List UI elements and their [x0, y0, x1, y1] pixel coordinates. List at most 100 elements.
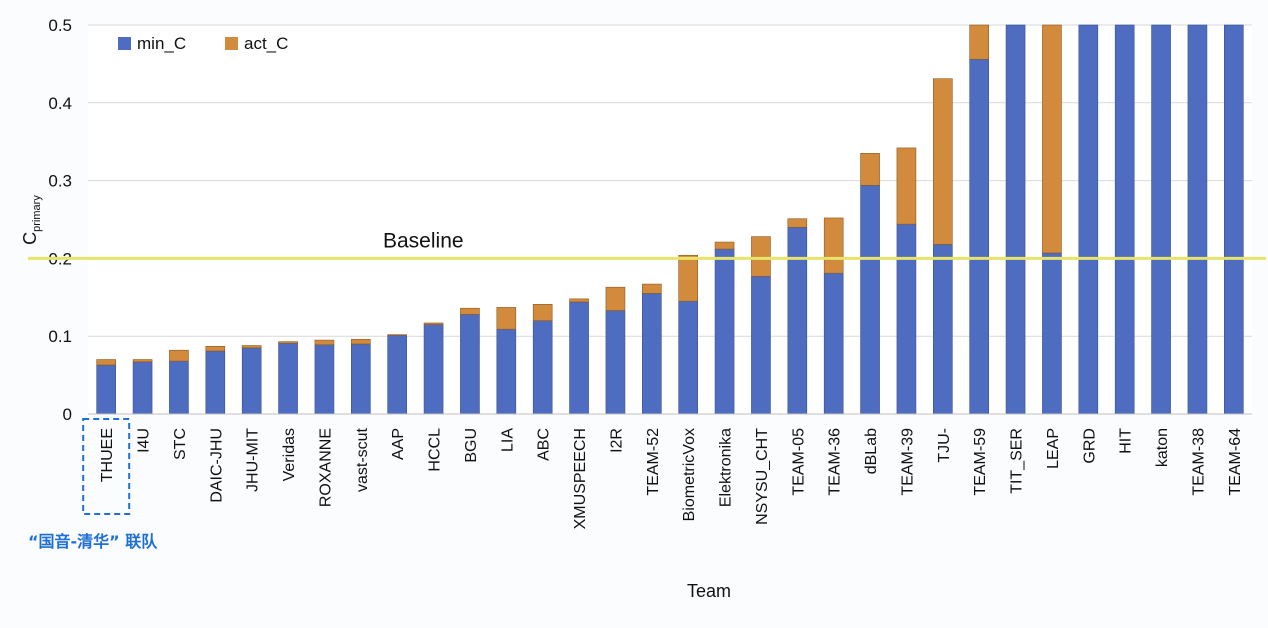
- bar-act-c: [169, 349, 189, 362]
- bar-min-c: [387, 335, 407, 415]
- bar-min-c: [751, 275, 771, 415]
- x-tick-label: TEAM-39: [899, 428, 916, 496]
- x-tick-label: TEAM-38: [1190, 428, 1207, 496]
- bar-act-c: [605, 286, 626, 311]
- bar-act-c: [532, 304, 553, 321]
- bar-min-c: [678, 300, 698, 415]
- bar-min-c: [460, 314, 480, 415]
- bar-min-c: [860, 184, 880, 415]
- x-tick-label: I2R: [608, 428, 625, 453]
- bar-min-c: [241, 347, 262, 415]
- bar-act-c: [241, 345, 262, 349]
- bar-min-c: [1114, 24, 1135, 415]
- bar-act-c: [569, 298, 589, 303]
- x-tick-label: STC: [172, 428, 189, 460]
- x-tick-label: LEAP: [1045, 428, 1062, 469]
- bar-act-c: [678, 254, 698, 302]
- bar-min-c: [933, 244, 953, 415]
- y-axis-title-main: C: [20, 232, 40, 245]
- x-tick-label: HCCL: [427, 428, 444, 472]
- bar-min-c: [1151, 24, 1171, 415]
- bar-act-c: [933, 78, 953, 245]
- x-tick-label: TIT_SER: [1009, 428, 1026, 494]
- x-tick-label: dBLab: [863, 428, 880, 474]
- bar-min-c: [605, 310, 626, 415]
- bar-act-c: [969, 24, 989, 60]
- bar-act-c: [751, 236, 771, 277]
- x-tick-label: HIT: [1118, 428, 1135, 454]
- bar-min-c: [314, 344, 335, 415]
- bar-min-c: [1224, 24, 1244, 415]
- x-tick-label: I4U: [136, 428, 153, 453]
- bar-act-c: [278, 341, 298, 344]
- bar-act-c: [896, 147, 917, 225]
- bar-min-c: [169, 360, 189, 415]
- x-tick-label: GRD: [1081, 428, 1098, 464]
- bar-min-c: [1078, 24, 1099, 415]
- bar-act-c: [460, 307, 480, 315]
- bar-min-c: [569, 301, 589, 415]
- x-tick-label: BGU: [463, 428, 480, 463]
- x-tick-label: Elektronika: [718, 428, 735, 507]
- bar-min-c: [278, 342, 298, 415]
- bar-min-c: [351, 343, 371, 415]
- bar-min-c: [1005, 24, 1026, 415]
- x-tick-label: TEAM-59: [972, 428, 989, 496]
- bar-min-c: [132, 361, 153, 415]
- bar-min-c: [896, 223, 917, 415]
- bar-min-c: [642, 293, 662, 415]
- y-axis-title: Cprimary: [20, 195, 43, 245]
- x-tick-label: THUEE: [99, 428, 116, 482]
- baseline-label: Baseline: [383, 229, 464, 252]
- bar-min-c: [532, 320, 553, 415]
- bar-min-c: [969, 58, 989, 415]
- bar-act-c: [860, 153, 880, 186]
- bar-min-c: [496, 328, 517, 415]
- x-tick-label: TEAM-36: [827, 428, 844, 496]
- plot-area: [88, 25, 1252, 414]
- x-tick-label: Veridas: [281, 428, 298, 481]
- x-tick-label: DAIC-JHU: [208, 428, 225, 503]
- x-tick-label: ROXANNE: [317, 428, 334, 507]
- y-tick-label: 0: [63, 405, 72, 424]
- legend-swatch-act-c: [225, 37, 238, 50]
- bar-act-c: [823, 217, 844, 274]
- x-tick-label: XMUSPEECH: [572, 428, 589, 529]
- y-axis-title-subscript: primary: [31, 195, 43, 232]
- bar-min-c: [96, 364, 116, 415]
- bar-act-c: [96, 359, 116, 366]
- legend-label-act-c: act_C: [244, 34, 288, 53]
- bar-act-c: [314, 339, 335, 346]
- x-tick-label: AAP: [390, 428, 407, 460]
- bar-min-c: [823, 272, 844, 415]
- bar-act-c: [496, 307, 517, 330]
- x-tick-label: vast-scut: [354, 427, 371, 492]
- x-tick-label: TJU-: [936, 428, 953, 463]
- x-tick-label: JHU-MIT: [245, 428, 262, 492]
- bar-min-c: [205, 350, 226, 415]
- bar-act-c: [423, 322, 444, 325]
- x-tick-label: TEAM-64: [1227, 428, 1244, 496]
- bar-min-c: [714, 248, 735, 415]
- bar-act-c: [387, 334, 407, 336]
- bar-min-c: [1042, 252, 1062, 415]
- x-tick-label: NSYSU_CHT: [754, 428, 771, 525]
- y-tick-label: 0.4: [48, 94, 72, 113]
- legend-swatch-min-c: [118, 37, 131, 50]
- y-tick-label: 0.3: [48, 172, 72, 191]
- x-axis-title: Team: [687, 581, 731, 601]
- bar-act-c: [787, 218, 808, 228]
- y-tick-label: 0.1: [48, 327, 72, 346]
- x-tick-label: TEAM-05: [790, 428, 807, 496]
- legend-label-min-c: min_C: [137, 34, 186, 53]
- bar-act-c: [205, 346, 226, 352]
- x-tick-label: katon: [1154, 428, 1171, 467]
- x-tick-label: BiometricVox: [681, 428, 698, 521]
- bar-min-c: [787, 226, 808, 415]
- bar-act-c: [351, 339, 371, 345]
- bar-act-c: [132, 359, 153, 363]
- highlight-note: “国音-清华” 联队: [28, 532, 158, 551]
- bar-act-c: [1042, 24, 1062, 254]
